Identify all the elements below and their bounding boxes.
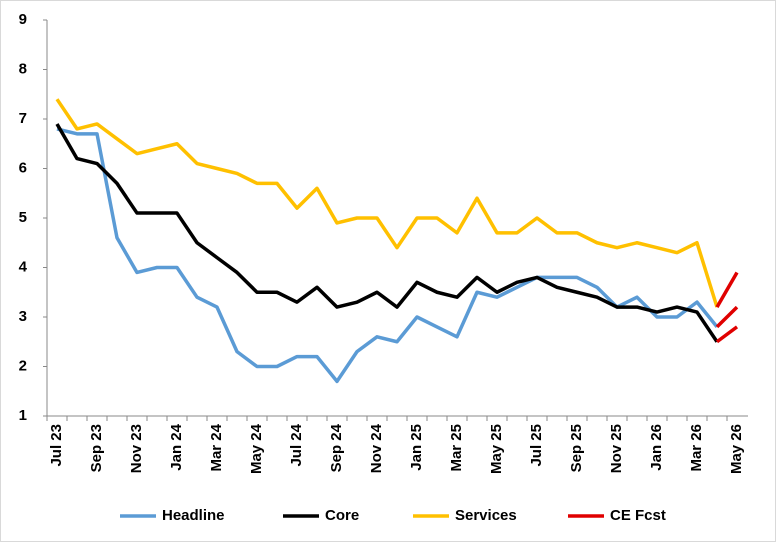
x-tick-label: May 26 [728,424,745,474]
y-tick-label: 5 [19,209,27,226]
legend-label: Core [325,507,359,524]
x-tick-label: Nov 24 [368,423,385,473]
series-line [56,127,719,384]
x-tick-label: Sep 25 [568,424,585,472]
y-tick-label: 9 [19,11,27,28]
series-line [55,123,719,343]
x-tick-label: Nov 25 [608,424,625,473]
x-tick-label: Jan 26 [648,424,665,471]
series-line [715,325,739,344]
x-tick-label: Sep 24 [328,423,345,472]
y-tick-label: 3 [19,308,27,325]
legend-label: Services [455,507,517,524]
x-tick-label: May 24 [248,423,265,474]
x-tick-label: Mar 25 [448,424,465,472]
y-tick-label: 4 [19,258,28,275]
series-line [715,271,739,308]
series-line [55,98,719,308]
x-tick-label: Mar 26 [688,424,705,472]
y-tick-label: 1 [19,407,27,424]
x-tick-label: Jul 23 [48,424,65,467]
y-tick-label: 6 [19,159,27,176]
x-tick-label: Nov 23 [128,424,145,473]
x-tick-label: Jan 24 [168,423,185,470]
x-tick-label: May 25 [488,424,505,474]
y-tick-label: 2 [19,357,27,374]
x-tick-label: Jan 25 [408,424,425,471]
x-tick-label: Jul 25 [528,424,545,467]
y-tick-label: 7 [19,110,27,127]
x-tick-label: Jul 24 [288,423,305,466]
x-tick-label: Mar 24 [208,423,225,471]
legend-label: CE Fcst [610,507,666,524]
legend-label: Headline [162,507,225,524]
series-line [715,305,739,329]
y-tick-label: 8 [19,60,27,77]
x-tick-label: Sep 23 [88,424,105,472]
